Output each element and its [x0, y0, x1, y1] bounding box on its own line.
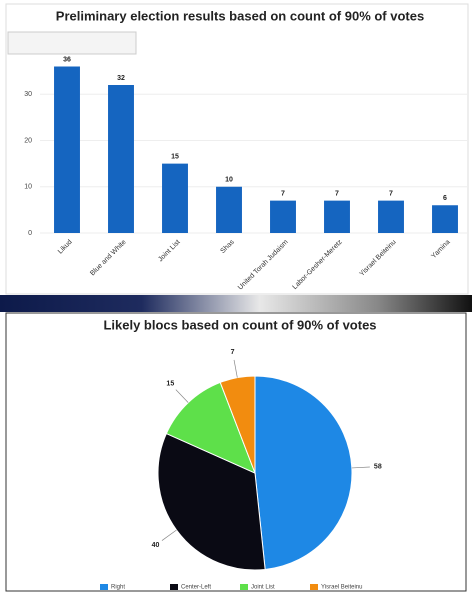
value-label: 6	[443, 195, 447, 202]
legend-label: Yisrael Beiteinu	[321, 585, 362, 591]
value-label: 15	[171, 153, 179, 160]
value-label: 7	[281, 190, 285, 197]
value-label: 40	[152, 542, 160, 549]
pie-slice	[157, 432, 266, 571]
value-label: 32	[117, 75, 125, 82]
y-tick-label: 20	[24, 137, 32, 144]
leader-line	[233, 359, 238, 378]
pie-chart: 58 Right 40 Center-Left 15 Joint List 7 Yisrael…	[100, 349, 382, 591]
bar	[162, 163, 188, 233]
value-label: 36	[63, 56, 71, 63]
legend-label: Joint List	[251, 585, 275, 591]
bar	[378, 200, 404, 233]
value-label: 15	[166, 381, 174, 388]
y-tick-label: 10	[24, 184, 32, 191]
value-label: 7	[231, 349, 235, 356]
pie-slice	[165, 381, 256, 474]
bar	[270, 200, 296, 233]
value-label: 7	[335, 190, 339, 197]
legend-label: Right	[111, 585, 125, 591]
legend-swatch	[240, 584, 248, 590]
bar	[54, 66, 80, 233]
tooltip-box	[7, 31, 137, 55]
bar	[108, 85, 134, 233]
legend-swatch	[310, 584, 318, 590]
bar	[216, 186, 242, 233]
y-tick-label: 0	[28, 230, 32, 237]
leader-line	[351, 466, 370, 469]
value-label: 58	[374, 463, 382, 470]
legend-swatch	[100, 584, 108, 590]
pie-slice	[219, 375, 256, 474]
leader-line	[175, 389, 189, 403]
legend-label: Center-Left	[181, 585, 211, 591]
bar-title: Preliminary election results based on co…	[56, 8, 424, 23]
divider	[0, 295, 472, 312]
value-label: 7	[389, 190, 393, 197]
legend-swatch	[170, 584, 178, 590]
leader-line	[161, 529, 177, 541]
value-label: 10	[225, 177, 233, 184]
bar	[432, 205, 458, 233]
pie-title: Likely blocs based on count of 90% of vo…	[103, 317, 376, 332]
y-tick-label: 30	[24, 91, 32, 98]
bar	[324, 200, 350, 233]
